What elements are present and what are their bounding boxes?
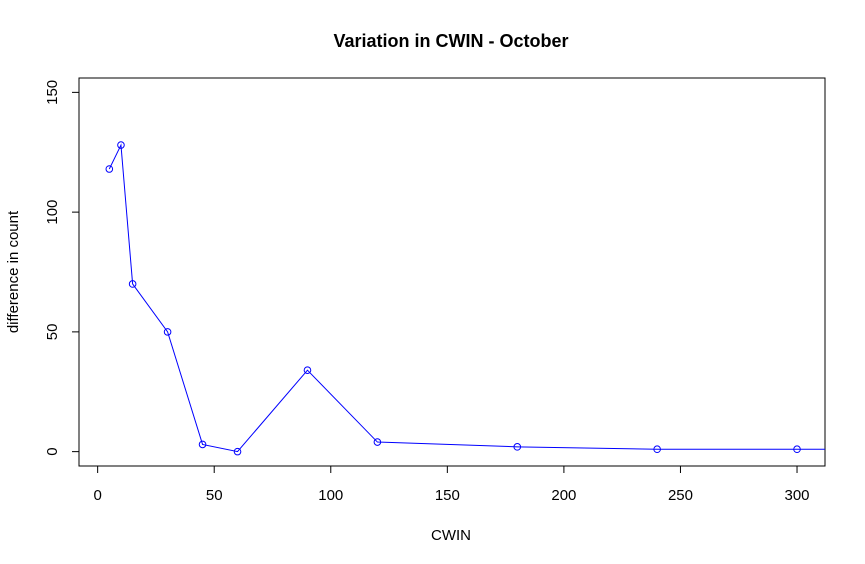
data-point (117, 141, 125, 149)
y-tick-label: 50 (44, 324, 61, 341)
data-point (513, 443, 522, 451)
x-tick-label: 100 (318, 487, 343, 504)
y-axis: 0 50 100 150 (44, 80, 80, 456)
data-point (128, 280, 137, 288)
x-tick-label: 150 (435, 487, 460, 504)
data-point (653, 445, 661, 454)
x-axis-label: CWIN (431, 527, 471, 544)
y-tick-label: 100 (44, 200, 61, 225)
data-point (793, 445, 801, 454)
x-tick-label: 200 (551, 487, 576, 504)
data-point (163, 328, 172, 336)
y-tick-label: 150 (44, 80, 61, 105)
data-point (233, 447, 242, 456)
x-tick-label: 300 (785, 487, 810, 504)
data-point (373, 438, 382, 446)
x-axis: 0 50 100 150 200 250 300 (93, 465, 810, 504)
series-line (108, 143, 798, 453)
y-tick-label: 0 (44, 447, 61, 455)
x-tick-label: 0 (93, 487, 101, 504)
data-point (303, 366, 312, 374)
data-point (198, 440, 207, 449)
data-point (105, 165, 114, 173)
y-axis-label: difference in count (5, 210, 22, 333)
series-layer (105, 141, 825, 456)
x-tick-label: 250 (668, 487, 693, 504)
chart-title: Variation in CWIN - October (333, 31, 568, 51)
x-tick-label: 50 (206, 487, 223, 504)
